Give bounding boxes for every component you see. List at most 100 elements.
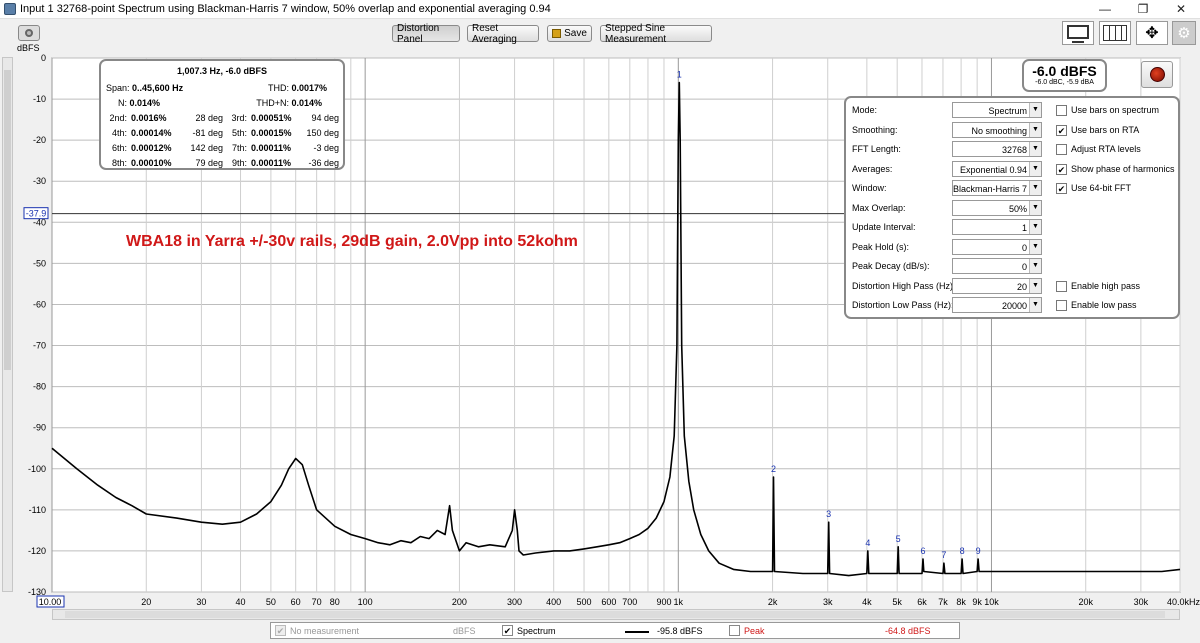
checkbox[interactable]: ✔ [1056, 163, 1067, 175]
y-tick-label: 0 [41, 53, 46, 63]
maximize-button[interactable]: ❐ [1137, 2, 1149, 16]
chevron-down-icon[interactable]: ▼ [1029, 103, 1041, 117]
harmonic-value: 0.0016% [131, 113, 167, 123]
peak-checkbox[interactable] [729, 625, 740, 636]
thdn-row: THD+N: 0.014% [241, 98, 322, 110]
app-icon [4, 3, 16, 15]
chevron-down-icon[interactable]: ▼ [1029, 181, 1041, 195]
checkbox[interactable] [1056, 300, 1067, 311]
setting-row: Peak Decay (dB/s): 0 ▼ [852, 258, 1044, 274]
chevron-down-icon[interactable]: ▼ [1029, 122, 1041, 137]
reset-averaging-button[interactable]: Reset Averaging [467, 23, 539, 45]
setting-row: Max Overlap: 50% ▼ [852, 199, 1044, 216]
harmonic-label: 8th: [111, 158, 127, 168]
setting-label: Distortion Low Pass (Hz): [852, 300, 954, 310]
y-tick-label: -110 [29, 505, 46, 515]
minimize-button[interactable]: — [1099, 2, 1111, 16]
move-arrows-icon[interactable]: ✥ [1136, 21, 1168, 45]
x-tick-label: 20 [141, 597, 151, 607]
y-tick-label: -120 [28, 546, 46, 556]
setting-combo[interactable]: 20 ▼ [952, 277, 1042, 294]
setting-combo[interactable]: 1 ▼ [952, 219, 1042, 235]
x-tick-label: 9k [972, 597, 982, 607]
y-tick-label: -10 [33, 94, 46, 104]
camera-icon[interactable] [18, 25, 40, 41]
save-button[interactable]: Save [547, 25, 592, 42]
grid-layout-icon[interactable] [1099, 21, 1131, 45]
setting-checkbox-row[interactable]: ✔ Show phase of harmonics [1056, 163, 1176, 177]
x-tick-label: 5k [892, 597, 902, 607]
setting-combo[interactable]: 0 ▼ [952, 258, 1042, 274]
vertical-scroll-thumb[interactable] [4, 70, 11, 370]
x-tick-label: 60 [291, 597, 301, 607]
setting-value: 1 [1021, 223, 1027, 233]
harmonic-marker: 3 [826, 509, 831, 519]
setting-checkbox-row[interactable]: ✔ Use 64-bit FFT [1056, 182, 1176, 196]
vertical-scrollbar[interactable] [2, 57, 13, 592]
spectrum-checkbox[interactable]: ✔ [502, 625, 513, 636]
distortion-panel[interactable]: 1,007.3 Hz, -6.0 dBFS Span: 0..45,600 Hz… [99, 59, 345, 170]
checkbox-label: Adjust RTA levels [1071, 144, 1141, 154]
harmonic-value: 0.00010% [131, 158, 172, 168]
harmonic-marker: 2 [771, 464, 776, 474]
span-label: Span: [106, 83, 130, 93]
setting-value: 50% [1008, 203, 1027, 214]
horizontal-scroll-thumb[interactable] [65, 611, 1165, 618]
setting-combo[interactable]: Spectrum ▼ [952, 102, 1042, 118]
checkbox-label: Use bars on spectrum [1071, 105, 1160, 115]
setting-checkbox-row[interactable]: Enable high pass [1056, 280, 1176, 294]
chevron-down-icon[interactable]: ▼ [1029, 161, 1041, 176]
settings-panel: Mode: Spectrum ▼ Smoothing: No smoothing… [844, 96, 1180, 319]
setting-row: Window: Blackman-Harris 7 ▼ [852, 180, 1044, 196]
x-tick-label: 2k [768, 597, 778, 607]
checkbox[interactable]: ✔ [1056, 124, 1067, 136]
setting-combo[interactable]: 32768 ▼ [952, 141, 1042, 157]
setting-checkbox-row[interactable]: Adjust RTA levels [1056, 143, 1176, 157]
setting-combo[interactable]: Blackman-Harris 7 ▼ [952, 180, 1042, 196]
chevron-down-icon[interactable]: ▼ [1029, 142, 1041, 156]
setting-combo[interactable]: Exponential 0.94 ▼ [952, 160, 1042, 177]
checkbox[interactable] [1056, 105, 1067, 116]
checkbox-label: Enable low pass [1071, 300, 1137, 310]
setting-row: FFT Length: 32768 ▼ [852, 141, 1044, 157]
checkbox[interactable] [1056, 144, 1067, 155]
setting-label: Distortion High Pass (Hz): [852, 280, 956, 291]
setting-combo[interactable]: 20000 ▼ [952, 297, 1042, 313]
peak-weighted: -6.0 dBC, -5.9 dBA [1035, 79, 1094, 86]
camera-lens-icon [25, 29, 33, 37]
stepped-sine-button[interactable]: Stepped Sine Measurement [600, 23, 712, 45]
x-tick-label: 20k [1078, 597, 1093, 607]
y-tick-label: -60 [33, 299, 46, 309]
setting-checkbox-row[interactable]: ✔ Use bars on RTA [1056, 124, 1176, 138]
record-button[interactable] [1141, 61, 1173, 88]
setting-label: Window: [852, 183, 887, 193]
thd-row: THD: 0.0017% [241, 83, 327, 95]
chevron-down-icon[interactable]: ▼ [1029, 259, 1041, 273]
close-button[interactable]: ✕ [1175, 2, 1187, 16]
legend-bar: ✔ No measurement dBFS ✔ Spectrum -95.8 d… [270, 622, 960, 639]
chevron-down-icon[interactable]: ▼ [1029, 220, 1041, 234]
no-measurement-checkbox[interactable]: ✔ [275, 625, 286, 636]
graph-view-icon[interactable] [1062, 21, 1094, 45]
chevron-down-icon[interactable]: ▼ [1029, 239, 1041, 254]
harmonic-value: 0.00015% [251, 128, 292, 138]
setting-combo[interactable]: 0 ▼ [952, 238, 1042, 255]
checkbox[interactable]: ✔ [1056, 183, 1067, 194]
x-tick-label: 4k [862, 597, 872, 607]
setting-label: Update Interval: [852, 222, 916, 232]
harmonic-phase: -81 deg [192, 128, 223, 138]
horizontal-scrollbar[interactable] [52, 609, 1180, 620]
harmonic-phase: 94 deg [311, 113, 339, 123]
y-tick-label: -70 [33, 341, 46, 351]
setting-checkbox-row[interactable]: Enable low pass [1056, 299, 1176, 313]
peak-readout: -6.0 dBFS -6.0 dBC, -5.9 dBA [1022, 59, 1107, 92]
gear-icon[interactable]: ⚙ [1172, 21, 1196, 45]
setting-combo[interactable]: No smoothing ▼ [952, 121, 1042, 138]
chevron-down-icon[interactable]: ▼ [1029, 278, 1041, 293]
chevron-down-icon[interactable]: ▼ [1029, 200, 1041, 215]
distortion-panel-button[interactable]: Distortion Panel [392, 23, 460, 45]
checkbox[interactable] [1056, 280, 1067, 292]
setting-checkbox-row[interactable]: Use bars on spectrum [1056, 104, 1176, 118]
setting-combo[interactable]: 50% ▼ [952, 199, 1042, 216]
chevron-down-icon[interactable]: ▼ [1029, 298, 1041, 312]
